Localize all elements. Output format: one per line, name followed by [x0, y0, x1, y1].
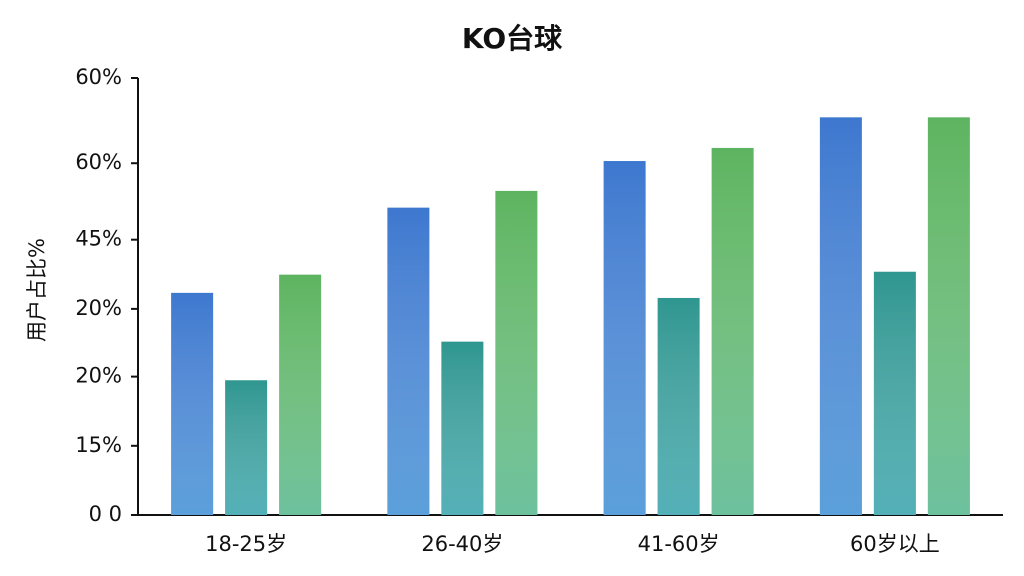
x-tick-label: 60岁以上: [850, 532, 940, 556]
bar-shade: [603, 161, 646, 515]
x-tick-label: 26-40岁: [421, 532, 503, 556]
y-tick-label: 20%: [75, 296, 122, 320]
y-tick-label: 60%: [75, 65, 122, 89]
bar-shade: [711, 147, 754, 516]
y-tick-label: 60%: [75, 150, 122, 174]
y-axis-label: 用户占比%: [25, 238, 49, 342]
bar-shade: [441, 341, 484, 515]
chart-title: KO台球: [462, 22, 563, 55]
y-tick-label: 0 0: [89, 502, 122, 526]
bar-shade: [495, 190, 538, 515]
bar-shade: [657, 297, 700, 515]
y-tick-label: 15%: [75, 433, 122, 457]
bar-shade: [171, 292, 214, 515]
bar-shade: [387, 207, 430, 516]
bar-shade: [225, 380, 268, 515]
bar-shade: [279, 274, 322, 515]
x-tick-label: 18-25岁: [205, 532, 287, 556]
x-tick-label: 41-60岁: [638, 532, 720, 556]
y-tick-label: 45%: [75, 227, 122, 251]
y-tick-label: 20%: [75, 364, 122, 388]
bar-shade: [873, 271, 916, 515]
bar-shade: [819, 117, 862, 515]
bar-shade: [927, 117, 970, 515]
